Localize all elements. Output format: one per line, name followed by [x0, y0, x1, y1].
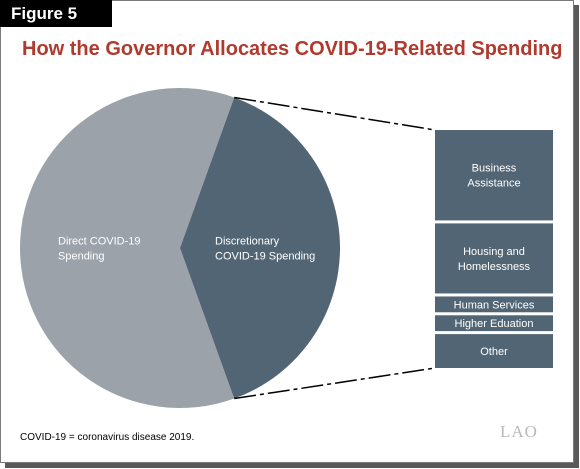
breakdown-segment [435, 296, 553, 313]
pie-label-direct: Direct COVID-19 [58, 236, 141, 248]
pie-label-direct: Spending [58, 251, 105, 263]
lao-logo: LAO [500, 422, 538, 441]
pie-slice-direct [20, 87, 235, 408]
pie-label-discretionary: COVID-19 Spending [215, 251, 315, 263]
breakdown-label: Homelessness [458, 261, 531, 273]
breakdown-label: Business [472, 163, 517, 175]
breakdown-label: Other [480, 346, 508, 358]
chart-title: How the Governor Allocates COVID-19-Rela… [22, 38, 563, 60]
figure-label: Figure 5 [0, 0, 112, 27]
breakdown-segment [435, 315, 553, 332]
footnote: COVID-19 = coronavirus disease 2019. [20, 432, 195, 443]
breakdown-segment [435, 223, 553, 294]
breakdown-segment [435, 130, 553, 221]
breakdown-label: Housing and [463, 246, 525, 258]
pie-slice-discretionary [180, 97, 340, 399]
breakdown-label: Assistance [467, 178, 520, 190]
breakdown-label: Higher Eduation [455, 318, 534, 330]
breakdown-segment [435, 334, 553, 368]
pie-label-discretionary: Discretionary [215, 236, 280, 248]
breakdown-label: Human Services [454, 299, 535, 311]
